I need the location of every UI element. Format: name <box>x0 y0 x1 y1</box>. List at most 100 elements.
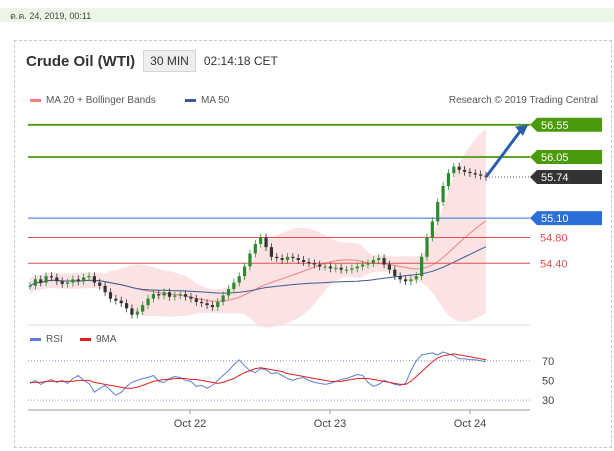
candle-body <box>446 173 451 186</box>
legend-ma20-label: MA 20 + Bollinger Bands <box>46 95 156 106</box>
candle-body <box>280 258 284 261</box>
level-tag-55.74 <box>530 169 602 184</box>
candle-body <box>366 263 370 265</box>
candle-body <box>291 256 295 259</box>
candle-body <box>183 294 188 297</box>
rsi-line <box>29 351 487 396</box>
candle-body <box>55 277 59 282</box>
level-tag-55.10 <box>530 211 602 226</box>
chart-panel <box>14 40 612 448</box>
source-credit: Research © 2019 Trading Central <box>448 95 598 106</box>
candle-body <box>39 279 43 283</box>
candle-body <box>452 166 456 174</box>
candle-body <box>328 266 333 269</box>
candle-body <box>296 258 300 261</box>
candle-body <box>462 169 467 172</box>
level-tag-56.05 <box>530 150 602 165</box>
candle-body <box>44 276 48 283</box>
level-label-55.10: 55.10 <box>541 213 569 225</box>
candle-body <box>339 267 343 270</box>
candle-body <box>28 285 32 287</box>
timestamp-bar: ต.ค. 24, 2019, 00:11 <box>0 8 614 22</box>
candle-body <box>473 173 477 175</box>
candle-body <box>167 292 172 297</box>
candle-body <box>216 301 220 308</box>
ma50-line <box>29 246 487 294</box>
candle-body <box>108 292 113 299</box>
candle-body <box>312 263 316 265</box>
candle-body <box>361 264 365 267</box>
candle-body <box>371 260 375 264</box>
level-label-55.74: 55.74 <box>541 172 569 184</box>
candle-body <box>237 276 241 283</box>
level-tag-56.55 <box>530 117 602 132</box>
ma20-swatch <box>30 99 41 102</box>
level-label-56.05: 56.05 <box>541 152 569 164</box>
candle-body <box>119 300 123 304</box>
ma50-swatch <box>185 99 196 102</box>
candle-body <box>387 264 392 270</box>
clock-label: 02:14:18 CET <box>203 54 278 68</box>
candle-body <box>76 279 80 282</box>
candle-body <box>468 171 472 174</box>
rsi-tick-70: 70 <box>542 356 554 368</box>
timeframe-selector[interactable]: 30 MIN <box>143 50 196 72</box>
level-label-54.40: 54.40 <box>540 258 568 270</box>
candle-body <box>124 303 129 309</box>
candle-body <box>189 296 193 299</box>
candle-body <box>205 303 209 306</box>
candle-body <box>382 258 386 265</box>
legend-rsi-label: RSI <box>46 334 63 345</box>
candle-body <box>200 301 204 304</box>
candle-body <box>253 243 257 254</box>
candle-body <box>33 279 37 286</box>
candle-body <box>264 237 268 248</box>
level-label-56.55: 56.55 <box>541 120 569 132</box>
candle-body <box>178 294 182 296</box>
bollinger-band <box>30 128 486 328</box>
candle-body <box>323 266 327 268</box>
candle-body <box>162 292 166 296</box>
rsi-tick-50: 50 <box>542 375 554 387</box>
candle-body <box>173 295 177 297</box>
candle-body <box>98 282 102 286</box>
candle-body <box>436 202 440 222</box>
candle-body <box>377 258 381 261</box>
candle-body <box>210 305 215 308</box>
candle-body <box>334 267 338 269</box>
candle-body <box>87 276 91 278</box>
timestamp-label: ต.ค. 24, 2019, 00:11 <box>10 11 92 21</box>
candle-body <box>242 266 247 277</box>
candle-body <box>82 277 86 282</box>
candle-body <box>479 174 483 176</box>
chart-header: Crude Oil (WTI) 30 MIN 02:14:18 CET <box>26 50 278 72</box>
candle-body <box>114 298 118 301</box>
legend-ma50: MA 50 <box>185 95 229 106</box>
candle-body <box>194 298 198 302</box>
legend-ma20: MA 20 + Bollinger Bands <box>30 95 156 106</box>
candle-body <box>307 261 311 264</box>
candle-body <box>103 285 107 293</box>
candle-body <box>92 276 96 283</box>
candle-body <box>350 268 354 270</box>
legend-rsi: RSI <box>30 334 63 345</box>
candle-body <box>414 276 418 280</box>
candle-body <box>425 237 429 257</box>
candle-body <box>457 166 461 170</box>
candle-body <box>301 260 306 262</box>
candle-body <box>420 256 424 277</box>
candle-body <box>151 294 155 299</box>
candle-body <box>60 281 64 284</box>
candle-body <box>130 308 134 315</box>
candle-body <box>398 276 402 280</box>
target-arrow-head <box>515 124 528 136</box>
ma9-swatch <box>80 338 91 341</box>
candle-body <box>430 221 434 238</box>
legend-ma50-label: MA 50 <box>201 95 230 106</box>
candle-body <box>318 264 322 267</box>
candle-body <box>355 266 359 269</box>
candle-body <box>71 279 75 283</box>
candle-body <box>248 253 252 267</box>
legend-9ma: 9MA <box>80 334 117 345</box>
